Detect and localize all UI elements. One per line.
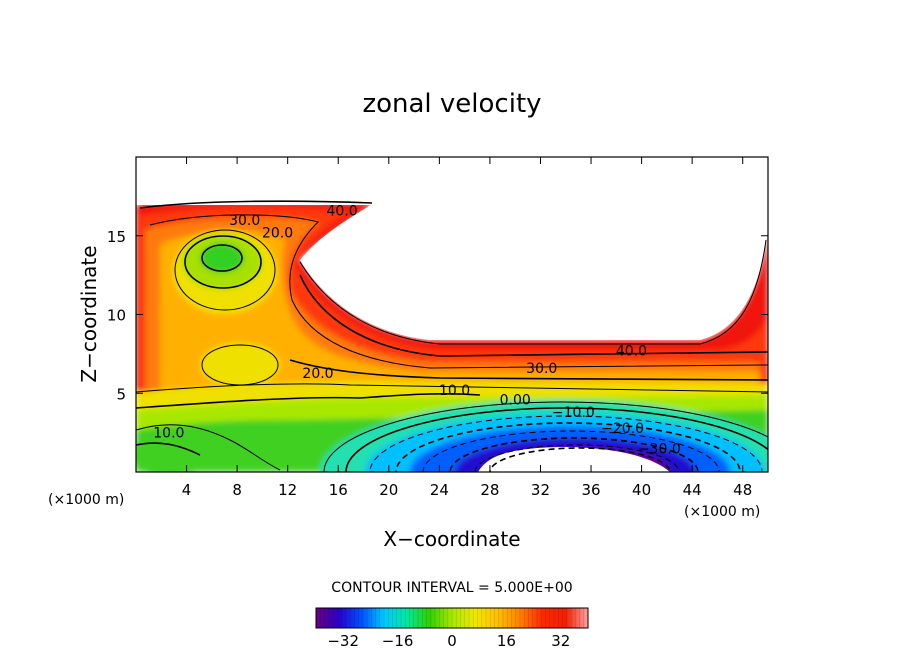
colorbar-tick-label: 16: [497, 632, 516, 650]
contour-vortex-outer: [174, 229, 276, 311]
colorbar-tick-label: 0: [447, 632, 457, 650]
contour-lowleft: [136, 424, 281, 471]
x-axis-label: X−coordinate: [383, 527, 520, 551]
contour-label: 20.0: [302, 366, 333, 382]
contour-5: [323, 401, 768, 472]
colorbar-tick-label: −32: [327, 632, 359, 650]
contour-neg20: [449, 437, 699, 472]
contour-30: [149, 214, 768, 369]
contour-40-top: [139, 200, 373, 209]
contour-neg5: [369, 415, 763, 472]
contour-label: 10.0: [439, 383, 470, 399]
contour-label: −20.0: [601, 421, 644, 437]
contour-neg30: [489, 447, 671, 472]
contour-lowleft-10: [136, 442, 201, 456]
x-tick-label: 16: [329, 481, 348, 499]
colorbar: [315, 607, 589, 629]
x-tick-label: 40: [632, 481, 651, 499]
contour-0: [345, 407, 768, 472]
contour-label: −10.0: [552, 405, 595, 421]
contour-label-layer: 30.040.020.040.030.020.010.00.00−10.0−20…: [153, 204, 680, 458]
contour-lines: [136, 200, 768, 472]
contour-interval-label: CONTOUR INTERVAL = 5.000E+00: [331, 580, 572, 596]
blank-region-top: [136, 157, 768, 205]
contour-neg10: [395, 422, 741, 472]
x-tick-label: 48: [733, 481, 752, 499]
contour-label: 20.0: [262, 226, 293, 242]
x-tick-label: 28: [480, 481, 499, 499]
chart-title: zonal velocity: [362, 89, 541, 119]
x-tick-label: 12: [278, 481, 297, 499]
contour-vortex-mid: [184, 235, 262, 289]
contour-label: 30.0: [526, 361, 557, 377]
y-tick-label: 5: [116, 385, 126, 403]
y-tick-label: 10: [107, 307, 126, 325]
y-axis-label: Z−coordinate: [77, 245, 101, 382]
fill-yellow-mid: [200, 343, 280, 387]
contour-neg15: [422, 430, 720, 472]
y-axis-ticks: 5 10 15: [107, 228, 768, 403]
contour-label: −30.0: [638, 441, 681, 457]
contour-40-mid: [299, 274, 768, 357]
colorbar-tick-label: −16: [382, 632, 414, 650]
contour-label: 40.0: [616, 344, 647, 360]
fill-green-upper: [200, 243, 244, 273]
contour-label: 40.0: [326, 204, 357, 220]
x-tick-label: 4: [182, 481, 192, 499]
contour-mid-left: [201, 344, 279, 386]
colorbar-ticks: −32 −16 0 16 32: [319, 608, 585, 650]
blank-region-bottom: [478, 447, 670, 472]
x-tick-label: 32: [531, 481, 550, 499]
x-unit-left: (×1000 m): [48, 492, 124, 508]
contour-vortex-inner: [201, 244, 243, 272]
contour-15: [136, 383, 768, 393]
contour-label: 10.0: [153, 426, 184, 442]
field-layer: 30.040.020.040.030.020.010.00.00−10.0−20…: [136, 157, 768, 472]
y-tick-label: 15: [107, 228, 126, 246]
x-tick-label: 24: [430, 481, 449, 499]
x-axis-ticks: 4 8 12 16 20 24 28 32 36 40 44 48: [182, 157, 752, 499]
contour-10: [136, 392, 481, 409]
x-tick-label: 8: [232, 481, 242, 499]
contour-label: 0.00: [500, 393, 531, 409]
x-tick-label: 20: [379, 481, 398, 499]
contour-20: [289, 359, 768, 381]
x-unit-right: (×1000 m): [684, 504, 760, 520]
x-tick-label: 36: [581, 481, 600, 499]
contour-upper-edge: [299, 239, 767, 345]
colorbar-tick-label: 32: [551, 632, 570, 650]
x-tick-label: 44: [683, 481, 702, 499]
contour-label: 30.0: [229, 213, 260, 229]
